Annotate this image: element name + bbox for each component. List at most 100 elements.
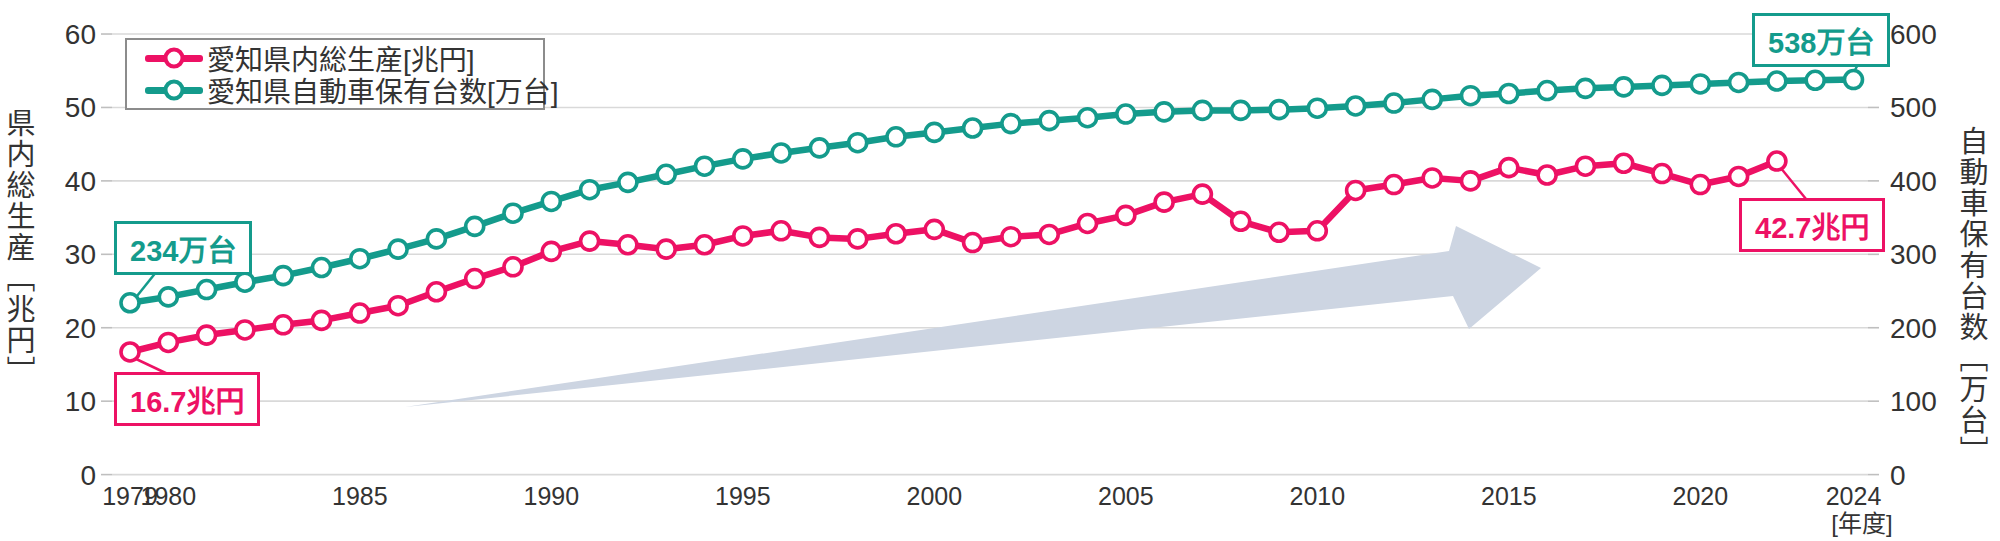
series-marker-gdp bbox=[1730, 167, 1748, 185]
series-marker-vehicles bbox=[1232, 101, 1250, 119]
series-marker-gdp bbox=[887, 225, 905, 243]
x-tick-label: 2000 bbox=[906, 482, 962, 510]
series-marker-vehicles bbox=[1462, 87, 1480, 105]
x-tick-label: 1985 bbox=[332, 482, 388, 510]
series-marker-gdp bbox=[581, 232, 599, 250]
series-marker-vehicles bbox=[1423, 90, 1441, 108]
series-marker-gdp bbox=[1500, 159, 1518, 177]
left-tick-label: 10 bbox=[65, 386, 96, 417]
x-tick-label: 2024 bbox=[1826, 482, 1882, 510]
annotation-gdp-end: 42.7兆円 bbox=[1739, 198, 1885, 252]
series-marker-gdp bbox=[313, 311, 331, 329]
series-marker-gdp bbox=[772, 222, 790, 240]
series-marker-gdp bbox=[1040, 225, 1058, 243]
series-marker-gdp bbox=[351, 304, 369, 322]
series-marker-vehicles bbox=[1347, 97, 1365, 115]
series-marker-vehicles bbox=[236, 273, 254, 291]
series-marker-vehicles bbox=[619, 173, 637, 191]
series-marker-gdp bbox=[1232, 212, 1250, 230]
series-marker-gdp bbox=[1538, 166, 1556, 184]
series-marker-gdp bbox=[657, 240, 675, 258]
series-marker-vehicles bbox=[542, 192, 560, 210]
series-marker-vehicles bbox=[1079, 109, 1097, 127]
x-tick-label: 2020 bbox=[1672, 482, 1728, 510]
left-tick-label: 40 bbox=[65, 166, 96, 197]
series-marker-gdp bbox=[696, 236, 714, 254]
series-marker-gdp bbox=[1308, 222, 1326, 240]
left-tick-label: 20 bbox=[65, 313, 96, 344]
legend-box: 愛知県内総生産[兆円] 愛知県自動車保有台数[万台] bbox=[125, 38, 545, 110]
x-tick-label: 2015 bbox=[1481, 482, 1537, 510]
series-marker-vehicles bbox=[1500, 84, 1518, 102]
series-marker-vehicles bbox=[1845, 71, 1863, 89]
series-marker-vehicles bbox=[1117, 105, 1135, 123]
series-marker-gdp bbox=[1270, 223, 1288, 241]
right-tick-label: 100 bbox=[1890, 386, 1937, 417]
series-marker-vehicles bbox=[1270, 101, 1288, 119]
annotation-vehicles-end: 538万台 bbox=[1752, 13, 1890, 67]
series-marker-vehicles bbox=[1308, 99, 1326, 117]
series-marker-gdp bbox=[198, 326, 216, 344]
series-marker-vehicles bbox=[581, 181, 599, 199]
series-marker-vehicles bbox=[504, 204, 522, 222]
series-marker-gdp bbox=[236, 321, 254, 339]
series-marker-vehicles bbox=[964, 119, 982, 137]
series-marker-vehicles bbox=[887, 128, 905, 146]
series-marker-vehicles bbox=[810, 139, 828, 157]
series-marker-gdp bbox=[619, 236, 637, 254]
series-marker-vehicles bbox=[1768, 72, 1786, 90]
series-marker-gdp bbox=[159, 333, 177, 351]
right-tick-label: 600 bbox=[1890, 19, 1937, 50]
series-marker-gdp bbox=[1002, 228, 1020, 246]
right-tick-label: 200 bbox=[1890, 313, 1937, 344]
series-marker-gdp bbox=[849, 230, 867, 248]
left-tick-label: 0 bbox=[80, 460, 96, 491]
series-marker-vehicles bbox=[121, 294, 139, 312]
series-marker-vehicles bbox=[734, 150, 752, 168]
series-marker-gdp bbox=[121, 343, 139, 361]
legend-item-vehicles: 愛知県自動車保有台数[万台] bbox=[145, 74, 543, 106]
x-tick-label: 1980 bbox=[140, 482, 196, 510]
series-marker-gdp bbox=[810, 228, 828, 246]
series-marker-vehicles bbox=[427, 230, 445, 248]
chart-canvas: 0010100202003030040400505006060019791980… bbox=[0, 0, 2000, 541]
series-marker-vehicles bbox=[1806, 71, 1824, 89]
right-tick-label: 400 bbox=[1890, 166, 1937, 197]
series-marker-vehicles bbox=[1193, 101, 1211, 119]
series-marker-vehicles bbox=[1040, 112, 1058, 130]
series-marker-vehicles bbox=[657, 165, 675, 183]
x-tick-label: 2010 bbox=[1289, 482, 1345, 510]
series-marker-gdp bbox=[504, 258, 522, 276]
series-marker-vehicles bbox=[1653, 76, 1671, 94]
series-marker-gdp bbox=[542, 242, 560, 260]
right-tick-label: 500 bbox=[1890, 92, 1937, 123]
series-marker-gdp bbox=[1768, 152, 1786, 170]
series-marker-gdp bbox=[1462, 172, 1480, 190]
series-marker-vehicles bbox=[1615, 78, 1633, 96]
series-marker-vehicles bbox=[466, 217, 484, 235]
left-tick-label: 60 bbox=[65, 19, 96, 50]
series-marker-gdp bbox=[427, 283, 445, 301]
left-axis-title: 県内総生産［兆円］ bbox=[3, 108, 32, 387]
series-marker-vehicles bbox=[772, 144, 790, 162]
left-tick-label: 30 bbox=[65, 239, 96, 270]
annotation-vehicles-start: 234万台 bbox=[114, 221, 252, 275]
gdp-line-marker-icon bbox=[145, 55, 203, 62]
series-marker-gdp bbox=[466, 270, 484, 288]
series-marker-gdp bbox=[925, 220, 943, 238]
series-marker-gdp bbox=[1155, 193, 1173, 211]
series-marker-gdp bbox=[1117, 206, 1135, 224]
series-marker-gdp bbox=[1385, 176, 1403, 194]
series-marker-gdp bbox=[389, 297, 407, 315]
series-marker-vehicles bbox=[198, 281, 216, 299]
series-line-vehicles bbox=[130, 80, 1854, 303]
series-marker-vehicles bbox=[1730, 73, 1748, 91]
series-marker-vehicles bbox=[274, 267, 292, 285]
series-marker-vehicles bbox=[696, 157, 714, 175]
series-marker-gdp bbox=[1347, 181, 1365, 199]
series-marker-vehicles bbox=[313, 259, 331, 277]
series-marker-gdp bbox=[1193, 185, 1211, 203]
series-marker-vehicles bbox=[1002, 115, 1020, 133]
left-tick-label: 50 bbox=[65, 92, 96, 123]
legend-label-vehicles: 愛知県自動車保有台数[万台] bbox=[207, 70, 559, 110]
